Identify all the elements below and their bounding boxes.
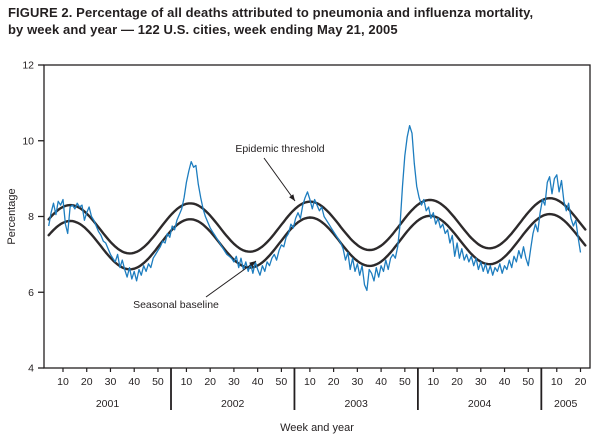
- y-tick-label: 6: [28, 287, 34, 299]
- week-tick-label: 50: [276, 376, 288, 388]
- y-tick-label: 4: [28, 363, 34, 375]
- y-axis-title: Percentage: [6, 188, 18, 244]
- week-tick-label: 50: [152, 376, 164, 388]
- epidemic-threshold-curve: [47, 196, 587, 255]
- week-tick-label: 10: [181, 376, 193, 388]
- year-label: 2005: [554, 398, 578, 410]
- week-tick-label: 40: [375, 376, 387, 388]
- y-tick-label: 8: [28, 211, 34, 223]
- week-tick-label: 40: [252, 376, 264, 388]
- year-label: 2003: [344, 398, 368, 410]
- week-tick-label: 20: [328, 376, 340, 388]
- week-tick-label: 30: [228, 376, 240, 388]
- week-tick-label: 10: [427, 376, 439, 388]
- year-label: 2002: [221, 398, 245, 410]
- annotation-arrow-line: [205, 260, 257, 298]
- week-tick-label: 30: [352, 376, 364, 388]
- annotation-label-epidemic-threshold: Epidemic threshold: [235, 143, 324, 155]
- annotation-label-seasonal-baseline: Seasonal baseline: [133, 299, 219, 311]
- year-label: 2001: [96, 398, 120, 410]
- week-tick-label: 20: [204, 376, 216, 388]
- year-label: 2004: [468, 398, 492, 410]
- seasonal-baseline-curve: [47, 212, 587, 271]
- x-axis-title: Week and year: [280, 422, 354, 434]
- week-tick-label: 10: [551, 376, 563, 388]
- week-tick-label: 50: [522, 376, 534, 388]
- week-tick-label: 40: [499, 376, 511, 388]
- y-tick-label: 10: [22, 135, 34, 147]
- plot-frame: [43, 64, 591, 369]
- observed-mortality-line: [48, 124, 582, 292]
- annotation-arrowhead: [289, 194, 295, 201]
- week-tick-label: 20: [81, 376, 93, 388]
- week-tick-label: 20: [575, 376, 587, 388]
- week-tick-label: 30: [105, 376, 117, 388]
- week-tick-label: 30: [475, 376, 487, 388]
- week-tick-label: 20: [451, 376, 463, 388]
- annotation-arrowhead: [249, 261, 256, 267]
- figure-title-line1: FIGURE 2. Percentage of all deaths attri…: [8, 5, 534, 20]
- week-tick-label: 10: [57, 376, 69, 388]
- annotation-arrow-line: [263, 157, 296, 202]
- figure-title: FIGURE 2. Percentage of all deaths attri…: [8, 5, 608, 38]
- y-tick-label: 12: [22, 60, 34, 72]
- week-tick-label: 10: [304, 376, 316, 388]
- figure-title-line2: by week and year — 122 U.S. cities, week…: [8, 21, 398, 37]
- week-tick-label: 40: [128, 376, 140, 388]
- week-tick-label: 50: [399, 376, 411, 388]
